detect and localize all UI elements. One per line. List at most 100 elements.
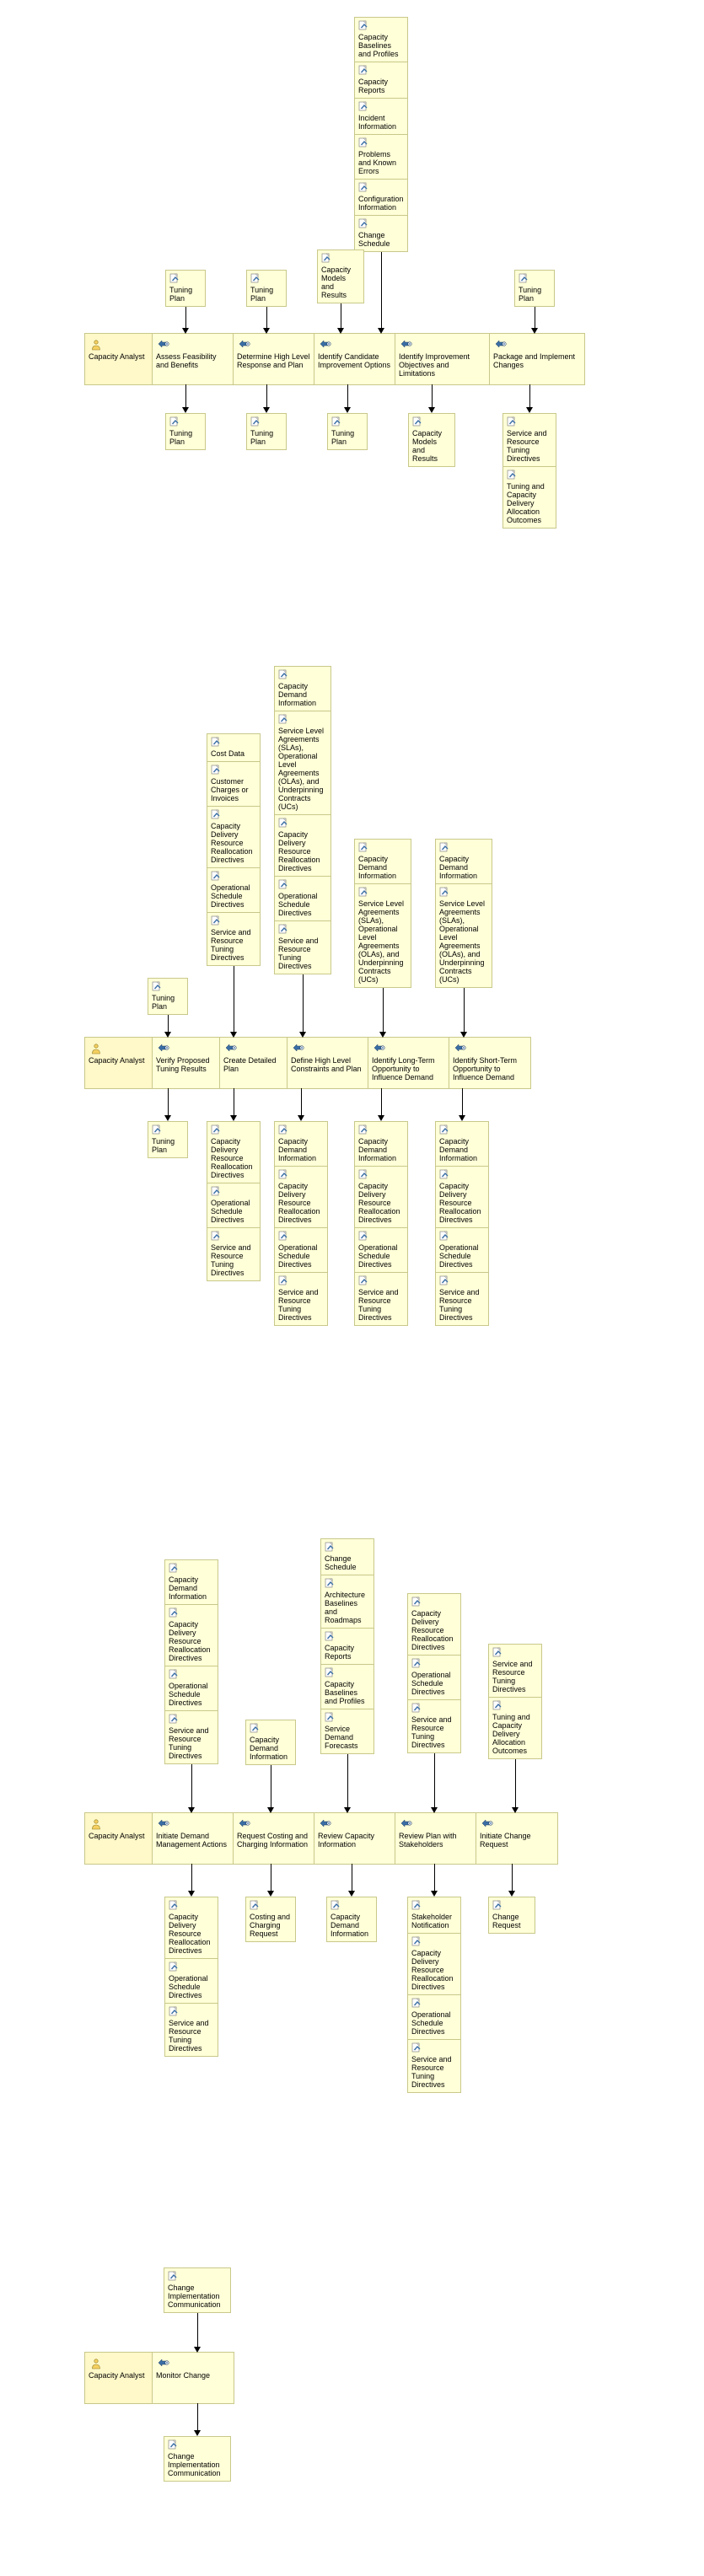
artifact: Operational Schedule Directives: [435, 1227, 489, 1272]
document-icon: [325, 1631, 335, 1641]
artifact-label: Capacity Delivery Resource Reallocation …: [439, 1182, 481, 1224]
document-icon: [169, 1607, 179, 1618]
document-icon: [211, 1186, 221, 1196]
artifact: Service and Resource Tuning Directives: [207, 912, 261, 966]
document-icon: [278, 1231, 288, 1241]
document-icon: [358, 1124, 368, 1135]
artifact-label: Tuning and Capacity Delivery Allocation …: [507, 482, 545, 524]
artifact-label: Capacity Delivery Resource Reallocation …: [211, 822, 253, 864]
artifact: Capacity Demand Information: [326, 1897, 377, 1942]
person-icon: [90, 339, 102, 351]
artifact: Tuning Plan: [327, 413, 368, 450]
document-icon: [411, 1703, 422, 1713]
artifact-stack-s_l2a4_out: Capacity Demand Information Capacity Del…: [354, 1121, 408, 1326]
artifact-stack-s_l3a1_in: Capacity Demand Information Capacity Del…: [164, 1559, 218, 1764]
artifact-label: Capacity Baselines and Profiles: [358, 33, 399, 58]
artifact: Stakeholder Notification: [407, 1897, 461, 1933]
artifact-label: Architecture Baselines and Roadmaps: [325, 1591, 365, 1624]
artifact: Service and Resource Tuning Directives: [207, 1227, 261, 1281]
document-icon: [321, 253, 331, 263]
artifact-label: Service and Resource Tuning Directives: [278, 1288, 319, 1322]
artifact: Tuning Plan: [148, 1121, 188, 1158]
artifact-label: Capacity Demand Information: [278, 1137, 316, 1162]
document-icon: [412, 416, 422, 427]
artifact-label: Capacity Delivery Resource Reallocation …: [411, 1949, 454, 1991]
document-icon: [331, 1900, 341, 1910]
artifact: Capacity Demand Information: [435, 839, 492, 883]
artifact-stack-s_l1a2_in: Tuning Plan: [246, 270, 287, 307]
artifact-label: Tuning Plan: [152, 994, 175, 1011]
activity-icon: [320, 339, 331, 349]
artifact-label: Tuning Plan: [519, 286, 541, 303]
artifact-label: Capacity Demand Information: [358, 1137, 396, 1162]
flow-arrow: [163, 1088, 173, 1121]
activity-label: Define High Level Constraints and Plan: [291, 1056, 362, 1073]
document-icon: [169, 1669, 179, 1679]
artifact-label: Service and Resource Tuning Directives: [411, 1715, 452, 1749]
document-icon: [411, 2042, 422, 2053]
document-icon: [492, 1900, 502, 1910]
flow-arrow: [427, 384, 437, 413]
artifact-label: Service Level Agreements (SLAs), Operati…: [439, 899, 485, 984]
artifact: Change Implementation Communication: [164, 2436, 231, 2482]
artifact-label: Change Implementation Communication: [168, 2452, 221, 2477]
artifact-label: Operational Schedule Directives: [211, 1199, 250, 1224]
artifact-label: Operational Schedule Directives: [169, 1682, 208, 1707]
artifact: Service and Resource Tuning Directives: [274, 1272, 328, 1326]
document-icon: [211, 871, 221, 881]
document-icon: [358, 20, 368, 30]
document-icon: [358, 842, 368, 852]
artifact-stack-s_l4a1_out: Change Implementation Communication: [164, 2436, 231, 2482]
artifact: Service and Resource Tuning Directives: [407, 1699, 461, 1753]
artifact-label: Cost Data: [211, 749, 245, 758]
artifact-label: Capacity Reports: [325, 1644, 354, 1661]
activity-label: Initiate Demand Management Actions: [156, 1832, 227, 1849]
artifact-label: Change Request: [492, 1913, 521, 1929]
flow-arrow: [376, 252, 386, 334]
artifact-label: Costing and Charging Request: [250, 1913, 290, 1938]
artifact-label: Tuning Plan: [250, 429, 273, 446]
artifact: Capacity Delivery Resource Reallocation …: [207, 1121, 261, 1183]
document-icon: [278, 714, 288, 724]
artifact: Service and Resource Tuning Directives: [488, 1644, 542, 1697]
artifact-stack-s_l3a3_in: Change Schedule Architecture Baselines a…: [320, 1538, 374, 1754]
artifact-label: Operational Schedule Directives: [358, 1243, 398, 1269]
artifact-stack-s_l2a1_in: Tuning Plan: [148, 978, 188, 1015]
activity-icon: [158, 1043, 169, 1053]
artifact-label: Service and Resource Tuning Directives: [169, 1726, 209, 1760]
artifact-stack-s_l2a3_in: Capacity Demand Information Service Leve…: [274, 666, 331, 974]
artifact-label: Operational Schedule Directives: [278, 892, 318, 917]
artifact-label: Service and Resource Tuning Directives: [411, 2055, 452, 2089]
flow-arrow: [342, 1754, 352, 1813]
artifact-label: Capacity Reports: [358, 78, 388, 94]
artifact: Operational Schedule Directives: [207, 867, 261, 912]
document-icon: [411, 1658, 422, 1668]
flow-arrow: [347, 1864, 357, 1897]
role-cell: Capacity Analyst: [85, 1038, 153, 1088]
artifact-stack-s_l2a5_in: Capacity Demand Information Service Leve…: [435, 839, 492, 988]
artifact-label: Operational Schedule Directives: [211, 883, 250, 909]
flow-arrow: [429, 1864, 439, 1897]
activity-label: Monitor Change: [156, 2371, 210, 2380]
activity-l4a1: Monitor Change: [153, 2353, 234, 2403]
document-icon: [211, 809, 221, 819]
artifact: Tuning Plan: [246, 413, 287, 450]
artifact-label: Service Level Agreements (SLAs), Operati…: [278, 727, 324, 811]
flow-arrow: [298, 974, 308, 1038]
artifact: Service and Resource Tuning Directives: [502, 413, 556, 466]
flow-arrow: [296, 1088, 306, 1121]
activity-l3a2: Request Costing and Charging Information: [234, 1813, 314, 1864]
artifact: Operational Schedule Directives: [407, 1994, 461, 2039]
document-icon: [278, 1275, 288, 1285]
artifact: Operational Schedule Directives: [274, 876, 331, 920]
activity-icon: [225, 1043, 237, 1053]
flow-arrow: [429, 1753, 439, 1813]
artifact: Service and Resource Tuning Directives: [274, 920, 331, 974]
artifact: Capacity Baselines and Profiles: [354, 17, 408, 62]
document-icon: [358, 887, 368, 897]
artifact-label: Capacity Delivery Resource Reallocation …: [211, 1137, 253, 1179]
document-icon: [278, 1124, 288, 1135]
document-icon: [358, 65, 368, 75]
document-icon: [507, 416, 517, 427]
document-icon: [411, 1998, 422, 2008]
